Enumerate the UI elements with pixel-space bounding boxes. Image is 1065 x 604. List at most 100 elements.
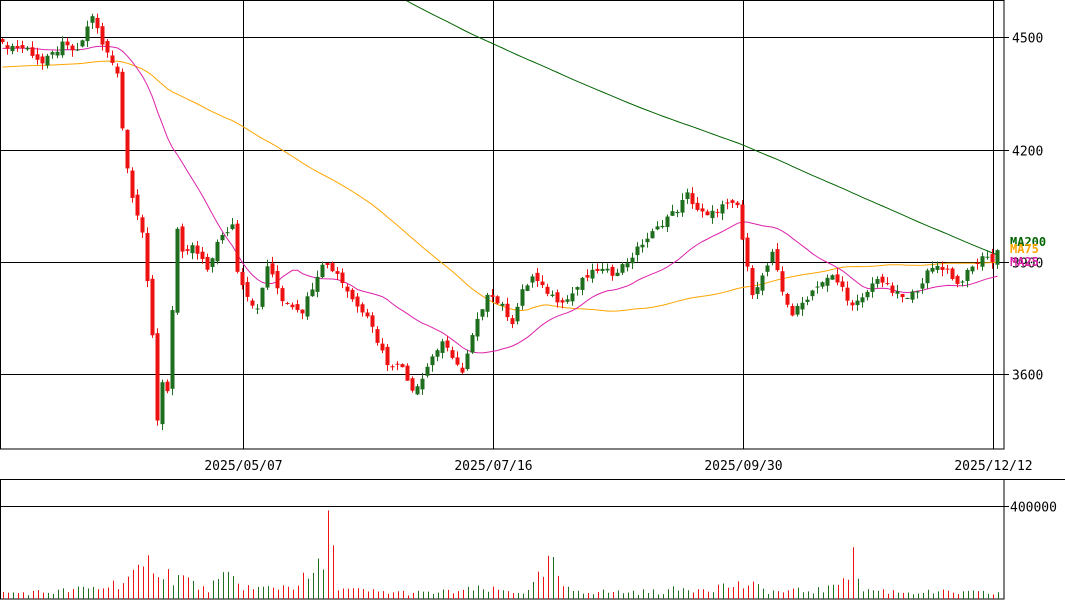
candle-body: [225, 232, 230, 234]
candle-body: [75, 49, 80, 51]
candle-body: [470, 335, 475, 353]
candle-body: [880, 276, 885, 283]
candle-body: [340, 272, 345, 284]
candle-body: [815, 286, 820, 288]
candle-body: [300, 309, 305, 314]
candle-body: [435, 350, 440, 357]
candle-body: [400, 364, 405, 368]
candle-body: [760, 275, 765, 291]
candle-body: [925, 270, 930, 284]
candle-body: [770, 251, 775, 263]
candle-body: [390, 366, 395, 368]
candle-body: [40, 56, 45, 64]
candle-body: [485, 294, 490, 312]
candle-body: [680, 199, 685, 213]
candle-body: [875, 279, 880, 284]
candle-body: [260, 287, 265, 307]
candle-body: [610, 266, 615, 276]
candle-body: [355, 296, 360, 307]
candle-body: [570, 293, 575, 302]
candle-body: [510, 318, 515, 325]
candle-body: [645, 238, 650, 243]
candle-body: [255, 308, 260, 310]
candle-body: [405, 365, 410, 381]
candle-body: [495, 296, 500, 304]
candle-body: [550, 294, 555, 296]
candle-body: [795, 305, 800, 315]
candle-body: [220, 234, 225, 241]
candle-body: [185, 249, 190, 251]
candle-body: [660, 225, 665, 228]
candle-body: [865, 291, 870, 298]
candle-body: [1, 39, 5, 43]
candle-body: [415, 386, 420, 395]
date-tick-label: 2025/07/16: [454, 459, 532, 474]
candle-body: [275, 271, 280, 289]
candle-body: [95, 17, 100, 29]
candle-body: [125, 129, 130, 169]
candle-body: [365, 312, 370, 317]
candle-body: [825, 277, 830, 286]
candle-body: [885, 283, 890, 285]
candle-body: [110, 55, 115, 63]
candle-body: [215, 241, 220, 262]
candle-body: [685, 192, 690, 200]
candle-body: [900, 294, 905, 298]
candle-body: [240, 271, 245, 286]
candle-body: [65, 41, 70, 46]
candle-body: [620, 264, 625, 273]
candle-body: [635, 246, 640, 256]
volume-bars: [3, 510, 999, 599]
candle-body: [890, 285, 895, 293]
candle-body: [975, 263, 980, 265]
candle-body: [295, 304, 300, 310]
candle-body: [320, 264, 325, 278]
candle-body: [350, 289, 355, 300]
candle-body: [835, 274, 840, 283]
moving-averages: [2, 1, 998, 354]
candle-body: [375, 329, 380, 343]
candle-body: [820, 282, 825, 287]
candle-body: [780, 271, 785, 292]
candle-body: [705, 211, 710, 216]
candle-body: [520, 289, 525, 306]
price-tick-label: 4200: [1012, 145, 1043, 160]
candle-body: [35, 54, 40, 60]
candle-body: [595, 268, 600, 271]
candle-body: [915, 291, 920, 293]
candle-body: [750, 268, 755, 296]
candle-body: [410, 378, 415, 391]
candle-body: [445, 340, 450, 348]
candle-body: [170, 310, 175, 389]
candle-body: [615, 272, 620, 276]
candle-body: [370, 315, 375, 327]
candle-body: [690, 193, 695, 205]
candle-body: [120, 71, 125, 129]
candle-body: [280, 288, 285, 302]
candle-body: [580, 277, 585, 290]
candle-body: [205, 256, 210, 270]
candle-body: [675, 211, 680, 214]
candle-body: [695, 202, 700, 210]
candle-body: [965, 269, 970, 282]
candle-body: [905, 297, 910, 299]
candle-body: [505, 303, 510, 318]
candle-body: [455, 357, 460, 365]
candle-body: [700, 208, 705, 212]
candle-body: [785, 294, 790, 305]
candle-body: [765, 265, 770, 272]
candle-body: [440, 341, 445, 353]
candle-body: [210, 258, 215, 267]
candle-body: [515, 306, 520, 322]
ma200-line: [406, 1, 998, 256]
candle-body: [840, 281, 845, 287]
candle-body: [250, 300, 255, 306]
ma25-line: [2, 45, 998, 354]
candle-body: [725, 202, 730, 204]
candle-body: [290, 304, 295, 308]
candle-body: [535, 272, 540, 282]
candle-body: [15, 46, 20, 48]
price-tick-label: 3900: [1012, 257, 1043, 272]
